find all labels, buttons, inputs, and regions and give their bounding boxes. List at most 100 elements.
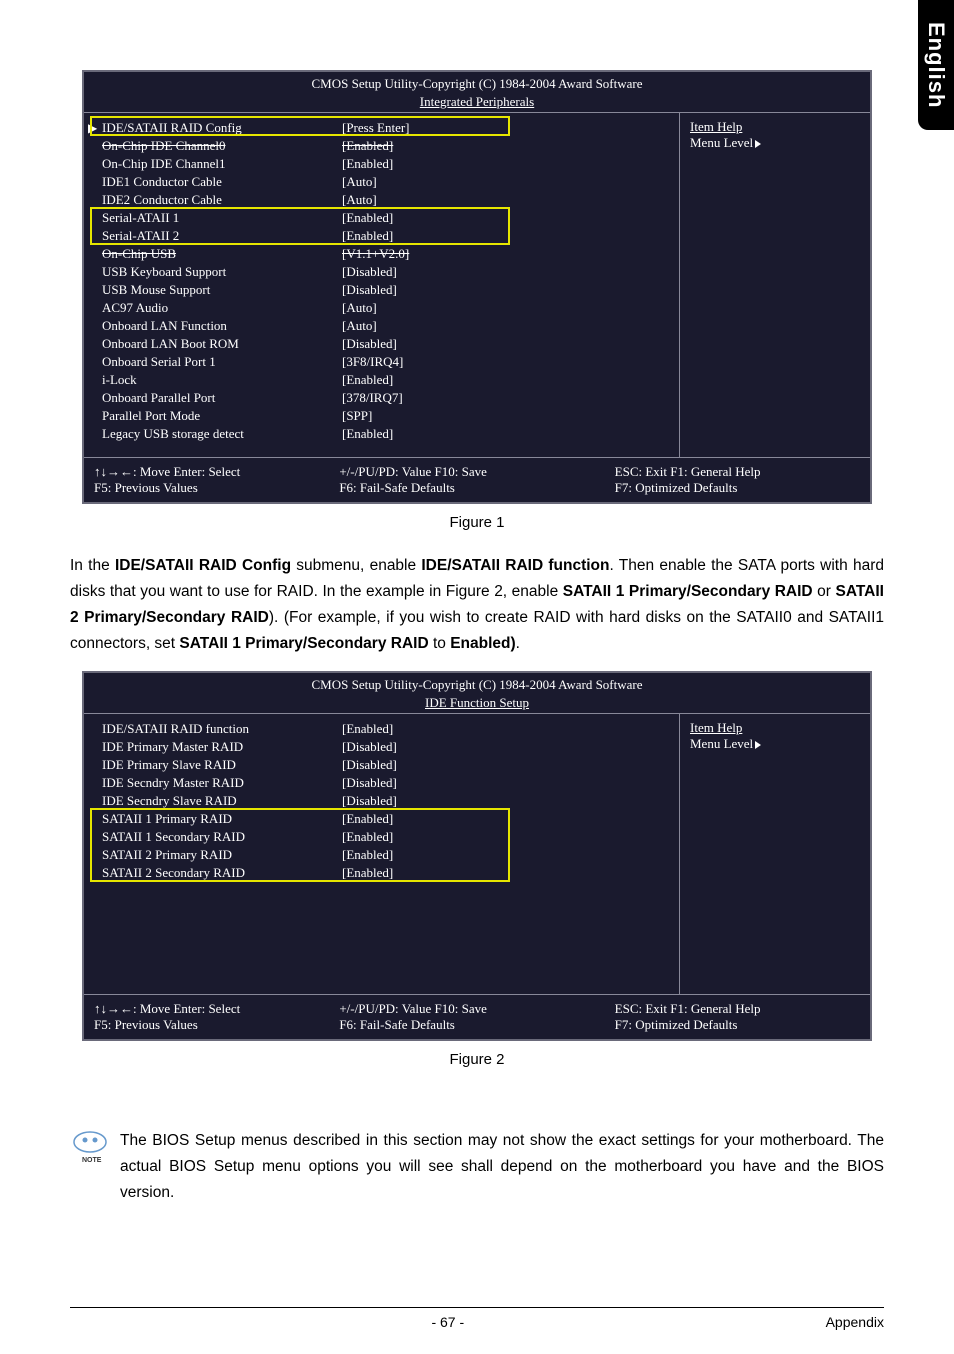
bios-row: IDE Secndry Master RAID[Disabled] xyxy=(102,774,669,792)
page-section: Appendix xyxy=(826,1314,884,1330)
bios-row-label: Onboard Parallel Port xyxy=(102,389,342,407)
bios1-footer: ↑↓→←: Move Enter: Select F5: Previous Va… xyxy=(84,458,870,502)
bios-row: ▶IDE/SATAII RAID Config[Press Enter] xyxy=(102,119,669,137)
bios-row-value: [Disabled] xyxy=(342,263,669,281)
language-tab: English xyxy=(918,0,954,130)
bios-row-value: [Auto] xyxy=(342,317,669,335)
bios-row: USB Mouse Support[Disabled] xyxy=(102,281,669,299)
bios-row: IDE Secndry Slave RAID[Disabled] xyxy=(102,792,669,810)
bios-row-label: IDE Primary Master RAID xyxy=(102,738,342,756)
bios2-subheader: IDE Function Setup xyxy=(84,695,870,713)
bios2-footer: ↑↓→←: Move Enter: Select F5: Previous Va… xyxy=(84,995,870,1039)
bios-row-value: [Disabled] xyxy=(342,335,669,353)
bios2-help-title: Item Help xyxy=(690,720,860,736)
bios-row-value: [Enabled] xyxy=(342,227,669,245)
bios-row: Onboard Serial Port 1[3F8/IRQ4] xyxy=(102,353,669,371)
bios-row-value: [Enabled] xyxy=(342,425,669,443)
bios-row-label: SATAII 2 Secondary RAID xyxy=(102,864,342,882)
bios-row: On-Chip IDE Channel0[Enabled] xyxy=(102,137,669,155)
svg-text:NOTE: NOTE xyxy=(82,1157,102,1164)
bios-row: Serial-ATAII 2[Enabled] xyxy=(102,227,669,245)
bios2-footer-col3: ESC: Exit F1: General Help F7: Optimized… xyxy=(585,1001,860,1033)
language-tab-label: English xyxy=(923,22,949,108)
bios-row-label: AC97 Audio xyxy=(102,299,342,317)
figure-1-caption: Figure 1 xyxy=(70,514,884,531)
bios-screenshot-2: CMOS Setup Utility-Copyright (C) 1984-20… xyxy=(82,671,872,1041)
bios-row-label: Onboard Serial Port 1 xyxy=(102,353,342,371)
bios-row-value: [Enabled] xyxy=(342,828,669,846)
bios-row: IDE2 Conductor Cable[Auto] xyxy=(102,191,669,209)
bios-row-label: Serial-ATAII 1 xyxy=(102,209,342,227)
bios-row-label: IDE/SATAII RAID Config xyxy=(102,119,342,137)
bios-row-label: Onboard LAN Boot ROM xyxy=(102,335,342,353)
bios-row-value: [Enabled] xyxy=(342,720,669,738)
bios1-footer-col2: +/-/PU/PD: Value F10: Save F6: Fail-Safe… xyxy=(339,464,584,496)
bios-row-value: [Enabled] xyxy=(342,810,669,828)
paragraph-1: In the IDE/SATAII RAID Config submenu, e… xyxy=(70,553,884,657)
bios-row: On-Chip USB[V1.1+V2.0] xyxy=(102,245,669,263)
bios-row-label: IDE Secndry Slave RAID xyxy=(102,792,342,810)
bios1-help-sub: Menu Level xyxy=(690,135,860,151)
bios-row-value: [Disabled] xyxy=(342,738,669,756)
bios-row-label: Serial-ATAII 2 xyxy=(102,227,342,245)
bios-row-value: [Auto] xyxy=(342,191,669,209)
bios1-subheader: Integrated Peripherals xyxy=(84,94,870,112)
bios1-footer-col3: ESC: Exit F1: General Help F7: Optimized… xyxy=(585,464,860,496)
bios-row: Onboard LAN Boot ROM[Disabled] xyxy=(102,335,669,353)
bios-row-label: USB Keyboard Support xyxy=(102,263,342,281)
bios-row: SATAII 2 Primary RAID[Enabled] xyxy=(102,846,669,864)
bios-row-value: [Auto] xyxy=(342,299,669,317)
menu-level-arrow-icon xyxy=(755,140,761,148)
bios-row-label: On-Chip IDE Channel1 xyxy=(102,155,342,173)
bios-row: SATAII 1 Primary RAID[Enabled] xyxy=(102,810,669,828)
note-text: The BIOS Setup menus described in this s… xyxy=(120,1128,884,1206)
page-footer: - 67 - Appendix xyxy=(70,1307,884,1330)
bios-row-label: USB Mouse Support xyxy=(102,281,342,299)
bios-row-label: SATAII 1 Primary RAID xyxy=(102,810,342,828)
bios-row: Onboard LAN Function[Auto] xyxy=(102,317,669,335)
bios2-footer-col1: ↑↓→←: Move Enter: Select F5: Previous Va… xyxy=(94,1001,339,1033)
bios2-header: CMOS Setup Utility-Copyright (C) 1984-20… xyxy=(84,673,870,695)
bios-row: USB Keyboard Support[Disabled] xyxy=(102,263,669,281)
bios-row-value: [Enabled] xyxy=(342,137,669,155)
bios1-help-title: Item Help xyxy=(690,119,860,135)
note-icon: NOTE xyxy=(70,1128,110,1164)
bios-row-label: SATAII 2 Primary RAID xyxy=(102,846,342,864)
bios-row-value: [Enabled] xyxy=(342,155,669,173)
bios-row-label: IDE Primary Slave RAID xyxy=(102,756,342,774)
bios-row-value: [Enabled] xyxy=(342,371,669,389)
page-number: - 67 - xyxy=(431,1314,464,1330)
bios-row-label: i-Lock xyxy=(102,371,342,389)
bios-row-label: Legacy USB storage detect xyxy=(102,425,342,443)
bios-row-value: [V1.1+V2.0] xyxy=(342,245,669,263)
figure-2-caption: Figure 2 xyxy=(70,1051,884,1068)
bios2-right-panel: Item Help Menu Level xyxy=(680,714,870,994)
bios-row-label: On-Chip IDE Channel0 xyxy=(102,137,342,155)
bios-row: Serial-ATAII 1[Enabled] xyxy=(102,209,669,227)
bios-row-label: IDE Secndry Master RAID xyxy=(102,774,342,792)
bios-row: IDE Primary Slave RAID[Disabled] xyxy=(102,756,669,774)
bios-row-value: [Disabled] xyxy=(342,756,669,774)
bios-row-label: Parallel Port Mode xyxy=(102,407,342,425)
bios-row: IDE Primary Master RAID[Disabled] xyxy=(102,738,669,756)
bios-row: Onboard Parallel Port[378/IRQ7] xyxy=(102,389,669,407)
bios-row-label: IDE1 Conductor Cable xyxy=(102,173,342,191)
bios1-header: CMOS Setup Utility-Copyright (C) 1984-20… xyxy=(84,72,870,94)
bios-row-value: [SPP] xyxy=(342,407,669,425)
bios-row: AC97 Audio[Auto] xyxy=(102,299,669,317)
note-block: NOTE The BIOS Setup menus described in t… xyxy=(70,1128,884,1206)
bios-row-label: On-Chip USB xyxy=(102,245,342,263)
bios-row: On-Chip IDE Channel1[Enabled] xyxy=(102,155,669,173)
bios2-left-panel: IDE/SATAII RAID function[Enabled]IDE Pri… xyxy=(84,714,680,994)
bios-row: Parallel Port Mode[SPP] xyxy=(102,407,669,425)
bios-screenshot-1: CMOS Setup Utility-Copyright (C) 1984-20… xyxy=(82,70,872,504)
arrow-icon: ▶ xyxy=(88,119,97,137)
bios-row-value: [Press Enter] xyxy=(342,119,669,137)
bios-row: SATAII 1 Secondary RAID[Enabled] xyxy=(102,828,669,846)
bios1-left-panel: ▶IDE/SATAII RAID Config[Press Enter]On-C… xyxy=(84,113,680,457)
bios-row-value: [Enabled] xyxy=(342,209,669,227)
bios-row-value: [Auto] xyxy=(342,173,669,191)
bios2-footer-col2: +/-/PU/PD: Value F10: Save F6: Fail-Safe… xyxy=(339,1001,584,1033)
bios-row-value: [Disabled] xyxy=(342,774,669,792)
bios-row-value: [Enabled] xyxy=(342,864,669,882)
